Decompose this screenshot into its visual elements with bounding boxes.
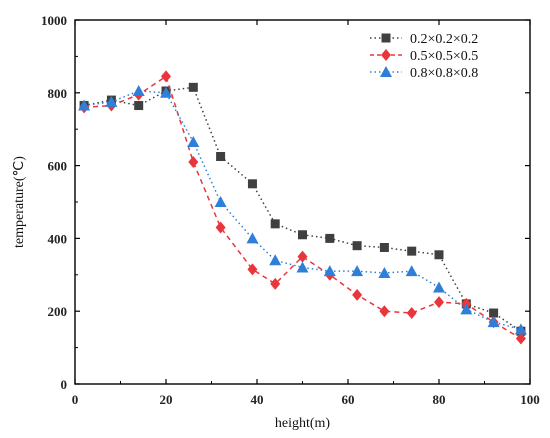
series-3: [78, 84, 527, 335]
legend-item-3: 0.8×0.8×0.8: [370, 66, 478, 81]
x-tick-label: 20: [160, 392, 173, 407]
y-tick-label: 0: [61, 377, 68, 392]
data-point: [161, 70, 171, 83]
data-point: [270, 219, 280, 229]
data-point: [188, 82, 198, 92]
data-point: [296, 261, 309, 273]
legend-item-2: 0.5×0.5×0.5: [370, 49, 478, 64]
data-point: [407, 246, 417, 256]
data-point: [78, 99, 91, 111]
legend-marker: [380, 66, 392, 77]
data-point: [188, 155, 199, 168]
y-axis-label: temperature(℃): [12, 156, 27, 248]
legend-label: 0.2×0.2×0.2: [410, 32, 478, 47]
legend-label: 0.5×0.5×0.5: [410, 49, 478, 64]
data-point: [352, 288, 363, 301]
legend-item-1: 0.2×0.2×0.2: [370, 32, 478, 47]
data-point: [514, 323, 527, 335]
x-tick-label: 40: [251, 392, 264, 407]
data-point: [406, 307, 417, 320]
series-layer: [78, 70, 527, 345]
y-tick-label: 400: [48, 231, 68, 246]
data-point: [489, 308, 499, 318]
data-point: [132, 84, 145, 96]
data-point: [105, 95, 118, 107]
data-point: [433, 281, 445, 293]
data-point: [247, 179, 257, 189]
data-point: [378, 266, 391, 278]
data-point: [247, 263, 258, 276]
series-line: [84, 90, 522, 331]
data-point: [134, 101, 144, 111]
data-point: [434, 296, 444, 309]
x-tick-label: 0: [72, 392, 79, 407]
data-point: [270, 277, 281, 290]
legend-label: 0.8×0.8×0.8: [410, 66, 478, 81]
data-point: [187, 135, 200, 147]
data-point: [379, 243, 389, 252]
data-point: [269, 254, 282, 266]
x-tick-label: 60: [342, 392, 355, 407]
y-tick-label: 200: [48, 304, 68, 319]
y-tick-label: 1000: [41, 13, 67, 28]
legend-marker: [381, 49, 391, 61]
data-point: [215, 221, 226, 234]
data-point: [379, 305, 390, 318]
x-tick-label: 100: [520, 392, 540, 407]
data-point: [460, 303, 473, 315]
data-point: [515, 332, 526, 345]
legend: 0.2×0.2×0.2 0.5×0.5×0.5 0.8×0.8×0.8: [370, 32, 478, 81]
data-point: [351, 265, 364, 277]
y-tick-label: 600: [48, 159, 68, 174]
data-point: [246, 232, 259, 244]
legend-marker: [381, 33, 391, 43]
x-tick-label: 80: [433, 392, 446, 407]
data-point: [352, 241, 362, 251]
series-line: [84, 75, 522, 340]
data-point: [323, 265, 336, 277]
y-tick-label: 800: [48, 86, 68, 101]
data-point: [298, 230, 307, 240]
data-point: [297, 250, 308, 263]
data-point: [325, 233, 335, 243]
data-point: [160, 86, 172, 98]
data-point: [405, 265, 418, 277]
x-axis-label: height(m): [275, 416, 331, 431]
data-point: [216, 152, 226, 161]
axes: 0 20 40 60 80 10002004006008001000height(m)te…: [12, 13, 540, 431]
data-point: [214, 196, 227, 207]
series-1: [79, 82, 526, 336]
series-2: [79, 70, 526, 345]
data-point: [487, 316, 500, 328]
data-point: [434, 250, 444, 260]
series-line: [83, 86, 522, 332]
